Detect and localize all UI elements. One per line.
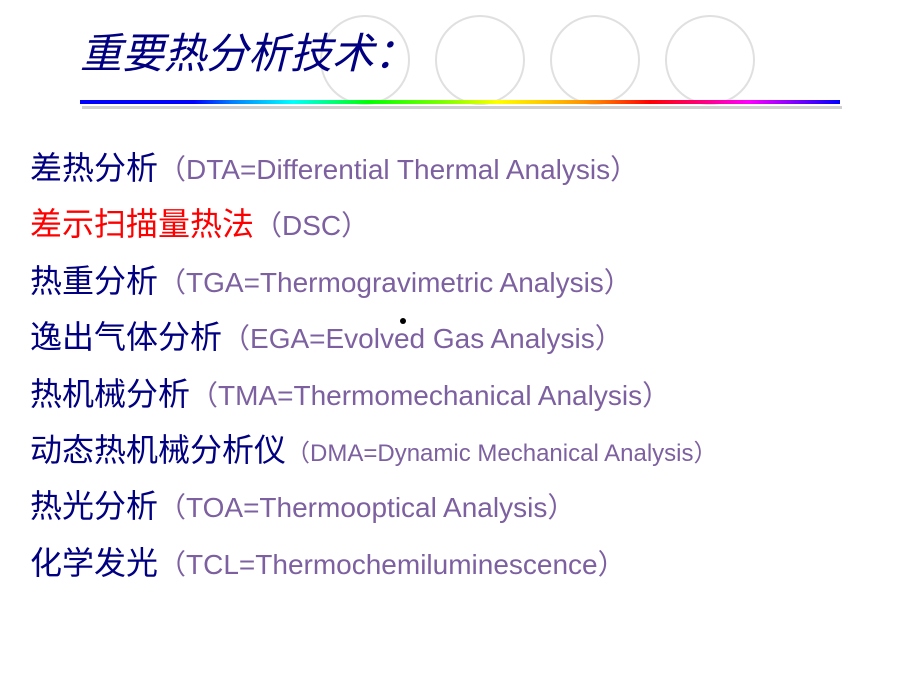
content-list: 差热分析（DTA=Differential Thermal Analysis）差… — [30, 145, 718, 596]
list-item: 逸出气体分析（EGA=Evolved Gas Analysis） — [30, 314, 718, 360]
list-item: 差热分析（DTA=Differential Thermal Analysis） — [30, 145, 718, 191]
list-item: 动态热机械分析仪（DMA=Dynamic Mechanical Analysis… — [30, 427, 718, 473]
slide-title: 重要热分析技术： — [80, 20, 416, 81]
list-item: 热重分析（TGA=Thermogravimetric Analysis） — [30, 258, 718, 304]
list-item: 差示扫描量热法（DSC） — [30, 201, 718, 247]
item-chinese-label: 逸出气体分析 — [30, 314, 222, 360]
item-english-label: （TMA=Thermomechanical Analysis） — [190, 376, 670, 417]
item-chinese-label: 差示扫描量热法 — [30, 201, 254, 247]
list-item: 化学发光（TCL=Thermochemiluminescence） — [30, 540, 718, 586]
item-chinese-label: 动态热机械分析仪 — [30, 427, 286, 473]
item-english-label: （DMA=Dynamic Mechanical Analysis） — [286, 437, 717, 472]
item-english-label: （TOA=Thermooptical Analysis） — [158, 488, 575, 529]
list-item: 热光分析（TOA=Thermooptical Analysis） — [30, 483, 718, 529]
item-chinese-label: 热机械分析 — [30, 371, 190, 417]
item-english-label: （DTA=Differential Thermal Analysis） — [158, 150, 638, 191]
item-chinese-label: 热光分析 — [30, 483, 158, 529]
circle-decoration — [550, 15, 640, 105]
item-english-label: （TCL=Thermochemiluminescence） — [158, 545, 626, 586]
list-item: 热机械分析（TMA=Thermomechanical Analysis） — [30, 371, 718, 417]
circle-decoration — [435, 15, 525, 105]
item-chinese-label: 热重分析 — [30, 258, 158, 304]
rainbow-divider — [80, 100, 840, 104]
item-chinese-label: 差热分析 — [30, 145, 158, 191]
item-english-label: （EGA=Evolved Gas Analysis） — [222, 319, 623, 360]
item-chinese-label: 化学发光 — [30, 540, 158, 586]
item-english-label: （TGA=Thermogravimetric Analysis） — [158, 263, 632, 304]
item-english-label: （DSC） — [254, 206, 369, 247]
divider-shadow — [82, 106, 842, 109]
circle-decoration — [665, 15, 755, 105]
bullet-dot — [400, 318, 406, 324]
